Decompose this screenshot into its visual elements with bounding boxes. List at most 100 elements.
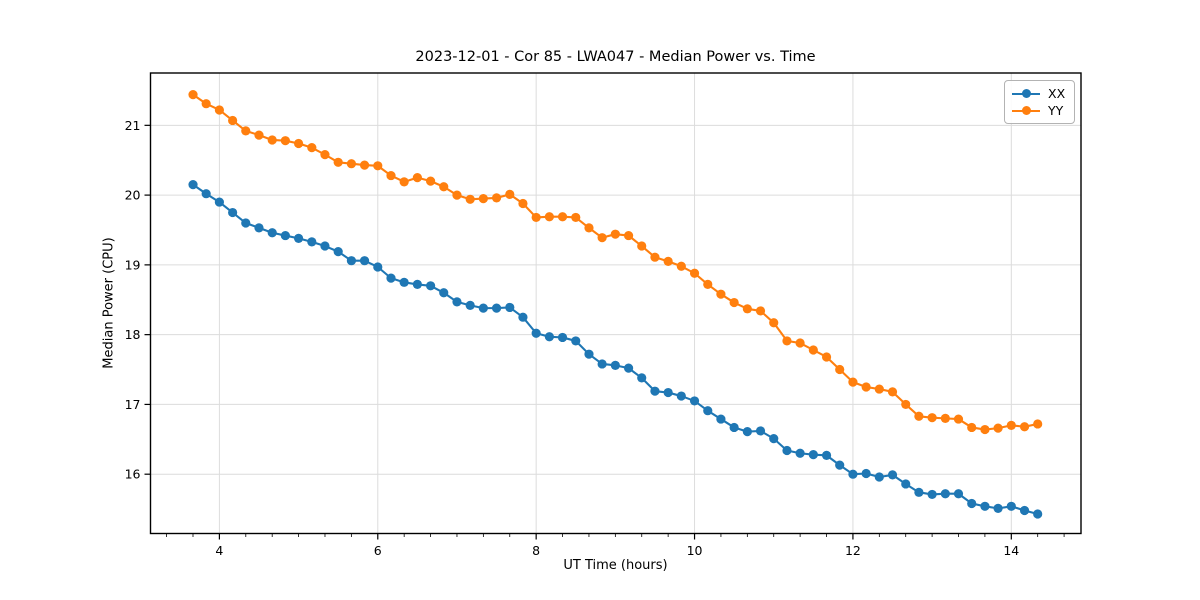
data-point bbox=[597, 233, 607, 243]
data-point bbox=[214, 105, 224, 115]
data-point bbox=[478, 193, 488, 204]
data-point bbox=[293, 138, 304, 149]
data-point bbox=[426, 281, 436, 291]
data-point bbox=[399, 277, 409, 287]
series-yy-line bbox=[191, 93, 1039, 431]
y-axis-ticks: 16 17 18 19 20 21 bbox=[125, 118, 151, 482]
data-point bbox=[914, 487, 924, 497]
data-point bbox=[584, 349, 594, 359]
y-axis-label: Median Power (CPU) bbox=[101, 237, 117, 369]
data-point bbox=[821, 352, 832, 362]
data-point bbox=[769, 318, 779, 328]
data-point bbox=[650, 386, 660, 396]
data-point bbox=[861, 468, 871, 479]
data-point bbox=[703, 279, 713, 290]
x-axis-ticks: 4 6 8 10 12 14 bbox=[215, 533, 1019, 558]
data-point bbox=[703, 406, 713, 416]
x-tick-label: 6 bbox=[374, 543, 382, 558]
y-tick-label: 17 bbox=[125, 397, 141, 412]
data-point bbox=[518, 312, 528, 322]
y-tick-label: 16 bbox=[125, 467, 141, 482]
x-tick-label: 10 bbox=[687, 543, 703, 558]
data-point bbox=[610, 360, 620, 370]
data-point bbox=[940, 489, 950, 499]
data-point bbox=[188, 180, 198, 190]
data-point bbox=[729, 422, 739, 433]
data-point bbox=[439, 288, 449, 298]
data-point bbox=[901, 399, 911, 410]
data-point bbox=[835, 364, 845, 375]
legend-label-yy: YY bbox=[1048, 103, 1064, 118]
data-point bbox=[663, 256, 673, 266]
y-tick-label: 19 bbox=[125, 257, 141, 272]
data-point bbox=[716, 289, 726, 299]
data-point bbox=[254, 223, 264, 233]
legend-marker-icon bbox=[1022, 106, 1031, 116]
legend-item-xx: XX bbox=[1012, 85, 1067, 103]
data-point bbox=[623, 230, 634, 241]
legend-swatch-xx bbox=[1012, 88, 1040, 99]
data-point bbox=[439, 182, 449, 192]
data-point bbox=[755, 426, 766, 436]
data-point bbox=[386, 170, 396, 181]
data-point bbox=[1019, 505, 1030, 516]
data-point bbox=[742, 427, 752, 437]
data-point bbox=[254, 130, 264, 140]
data-point bbox=[927, 489, 937, 500]
data-point bbox=[280, 136, 290, 146]
data-point bbox=[518, 198, 528, 209]
data-point bbox=[465, 194, 475, 204]
data-point bbox=[940, 413, 950, 423]
data-point bbox=[359, 256, 370, 266]
x-tick-label: 8 bbox=[532, 543, 540, 558]
data-point bbox=[399, 177, 409, 187]
data-point bbox=[293, 233, 304, 243]
data-point bbox=[491, 193, 502, 203]
data-point bbox=[491, 303, 502, 313]
data-point bbox=[188, 90, 198, 100]
data-point bbox=[584, 223, 594, 233]
data-point bbox=[637, 373, 647, 383]
data-point bbox=[755, 306, 766, 316]
data-point bbox=[201, 99, 211, 109]
data-point bbox=[557, 212, 568, 222]
data-point bbox=[782, 445, 792, 456]
data-point bbox=[821, 450, 832, 460]
data-point bbox=[623, 363, 634, 373]
y-tick-label: 18 bbox=[125, 327, 141, 342]
series-xx-markers bbox=[188, 180, 1043, 519]
data-point bbox=[835, 460, 845, 470]
data-point bbox=[729, 297, 739, 308]
data-point bbox=[307, 143, 317, 153]
data-point bbox=[927, 413, 937, 423]
chart-title: 2023-12-01 - Cor 85 - LWA047 - Median Po… bbox=[415, 49, 816, 65]
x-tick-label: 12 bbox=[845, 543, 861, 558]
legend: XX YY bbox=[1004, 80, 1075, 124]
data-point bbox=[637, 241, 647, 251]
data-point bbox=[531, 328, 541, 338]
legend-label-xx: XX bbox=[1048, 85, 1066, 101]
data-point bbox=[333, 157, 343, 167]
data-point bbox=[1006, 420, 1016, 430]
data-point bbox=[557, 332, 568, 343]
data-point bbox=[505, 302, 515, 313]
data-point bbox=[386, 273, 396, 283]
data-point bbox=[1033, 509, 1043, 519]
legend-marker-icon bbox=[1022, 88, 1031, 98]
data-point bbox=[901, 479, 911, 489]
data-point bbox=[531, 212, 541, 223]
series-yy-markers bbox=[188, 90, 1043, 435]
data-point bbox=[742, 304, 752, 314]
data-point bbox=[993, 503, 1003, 513]
data-point bbox=[426, 176, 436, 186]
data-point bbox=[267, 228, 277, 238]
x-axis-minor-ticks bbox=[166, 533, 1065, 537]
data-point bbox=[663, 387, 673, 398]
data-point bbox=[980, 501, 990, 511]
data-point bbox=[967, 422, 977, 433]
x-axis-label: UT Time (hours) bbox=[563, 558, 668, 573]
data-point bbox=[808, 345, 818, 355]
data-point bbox=[465, 300, 475, 310]
data-point bbox=[650, 252, 660, 262]
